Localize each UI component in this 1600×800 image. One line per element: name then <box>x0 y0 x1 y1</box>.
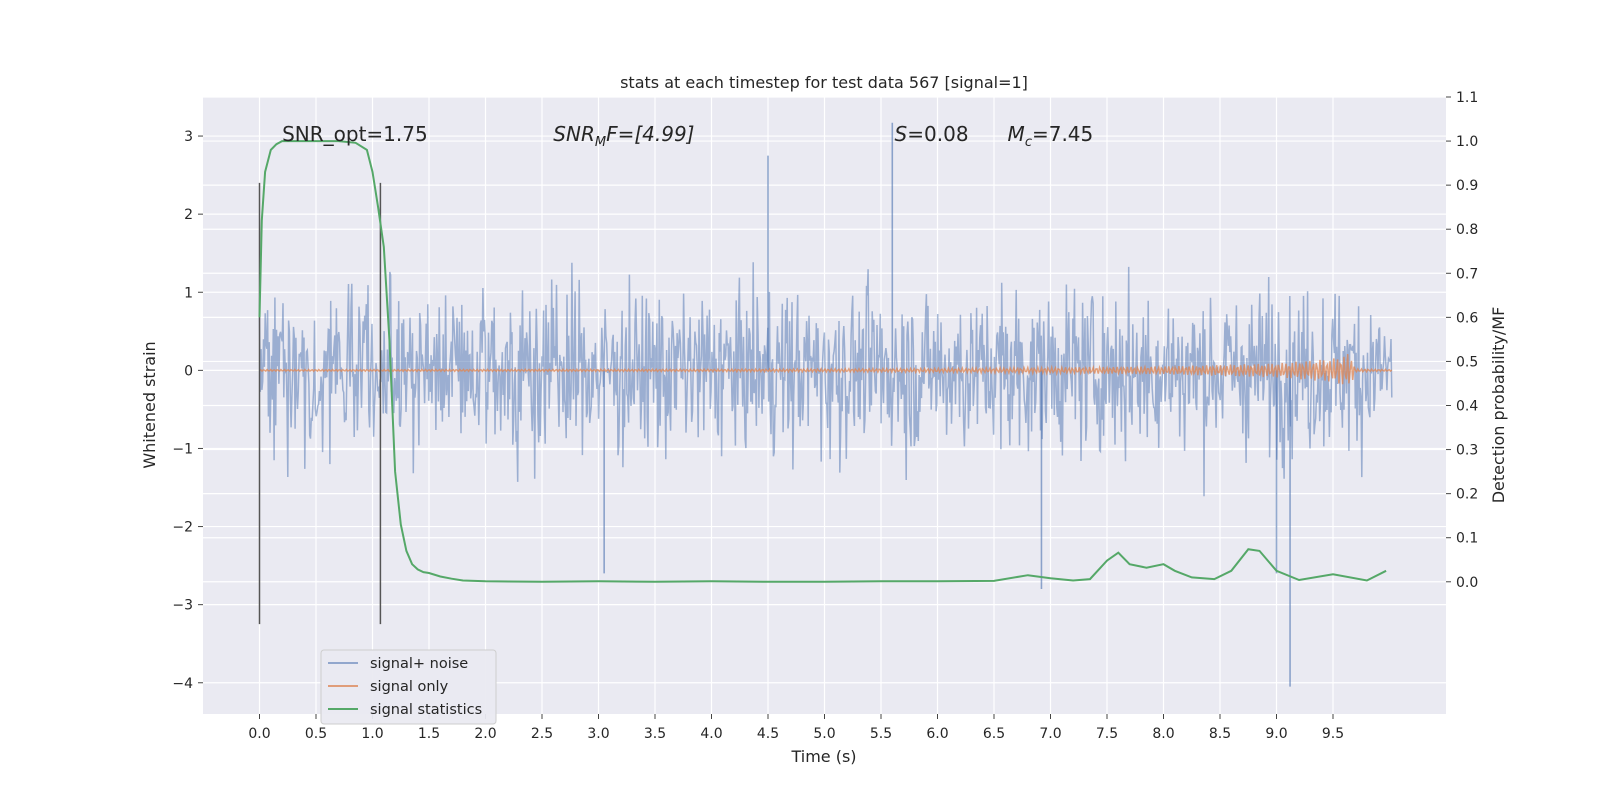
annotation: SNRMF=[4.99] <box>553 122 694 150</box>
signal-series <box>259 354 1393 385</box>
y-axis-label-left: Whitened strain <box>140 341 159 468</box>
y-tick-label-right: 0.5 <box>1456 354 1478 370</box>
y-tick-label-left: −4 <box>172 676 193 692</box>
x-tick-label: 5.5 <box>870 726 892 742</box>
y-tick-label-left: −1 <box>172 441 193 457</box>
legend-label-signal: signal only <box>370 679 449 695</box>
y-tick-label-right: 0.4 <box>1456 399 1478 415</box>
legend: signal+ noise signal only signal statist… <box>320 649 497 725</box>
y-tick-label-right: 0.8 <box>1456 222 1478 238</box>
noise-trace <box>258 262 1393 497</box>
x-tick-label: 9.5 <box>1322 726 1344 742</box>
chart-title: stats at each timestep for test data 567… <box>620 73 1028 92</box>
y-tick-label-left: 1 <box>184 285 193 301</box>
x-tick-label: 0.5 <box>305 726 327 742</box>
x-tick-label: 2.5 <box>531 726 553 742</box>
y-tick-label-right: 1.0 <box>1456 134 1478 150</box>
y-tick-label-right: 1.1 <box>1456 90 1478 106</box>
y-axis-label-right: Detection probability/MF <box>1489 307 1508 504</box>
y-tick-label-right: 0.6 <box>1456 310 1478 326</box>
x-tick-label: 9.0 <box>1265 726 1287 742</box>
left-axis-ticks: −4 −3 −2 −1 0 1 2 3 <box>172 129 203 692</box>
y-tick-label-right: 0.0 <box>1456 575 1478 591</box>
x-tick-label: 7.5 <box>1096 726 1118 742</box>
x-tick-label: 5.0 <box>813 726 835 742</box>
right-axis-ticks: 0.0 0.1 0.2 0.3 0.4 0.5 0.6 0.7 0.8 0.9 1.0 1.1 <box>1446 90 1478 591</box>
y-tick-label-left: 2 <box>184 207 193 223</box>
annotation: Mc=7.45 <box>1008 122 1094 150</box>
y-tick-label-right: 0.1 <box>1456 531 1478 547</box>
statistics-series <box>258 140 1387 583</box>
x-tick-label: 4.5 <box>757 726 779 742</box>
y-tick-label-right: 0.3 <box>1456 443 1478 459</box>
x-tick-label: 3.0 <box>587 726 609 742</box>
x-axis-ticks: 0.0 0.5 1.0 1.5 2.0 2.5 3.0 3.5 4.0 4.5 5.0 5.5 6.0 6… <box>248 714 1344 742</box>
y-tick-label-left: 0 <box>184 363 193 379</box>
grid <box>203 96 1446 714</box>
x-tick-label: 8.5 <box>1209 726 1231 742</box>
annotations: SNR_opt=1.75 SNRMF=[4.99] S=0.08 Mc=7.45 <box>282 122 1093 150</box>
x-tick-label: 4.0 <box>700 726 722 742</box>
y-tick-label-right: 0.7 <box>1456 266 1478 282</box>
x-tick-label: 2.0 <box>474 726 496 742</box>
legend-label-noise: signal+ noise <box>370 656 468 672</box>
noise-series <box>258 122 1393 687</box>
y-tick-label-left: −2 <box>172 520 193 536</box>
x-tick-label: 1.5 <box>418 726 440 742</box>
legend-box <box>320 649 497 725</box>
y-tick-label-right: 0.2 <box>1456 487 1478 503</box>
x-tick-label: 0.0 <box>248 726 270 742</box>
x-tick-label: 6.0 <box>926 726 948 742</box>
x-axis-label: Time (s) <box>790 747 856 766</box>
x-tick-label: 3.5 <box>644 726 666 742</box>
legend-label-statistics: signal statistics <box>370 702 482 718</box>
y-tick-label-right: 0.9 <box>1456 178 1478 194</box>
x-tick-label: 1.0 <box>361 726 383 742</box>
y-tick-label-left: 3 <box>184 129 193 145</box>
x-tick-label: 6.5 <box>983 726 1005 742</box>
y-tick-label-left: −3 <box>172 598 193 614</box>
annotation: S=0.08 <box>895 122 969 146</box>
marker-lines <box>258 182 382 625</box>
annotation: SNR_opt=1.75 <box>282 122 428 146</box>
x-tick-label: 7.0 <box>1039 726 1061 742</box>
x-tick-label: 8.0 <box>1152 726 1174 742</box>
statistics-line <box>258 140 1387 583</box>
signal-trace <box>259 354 1393 385</box>
